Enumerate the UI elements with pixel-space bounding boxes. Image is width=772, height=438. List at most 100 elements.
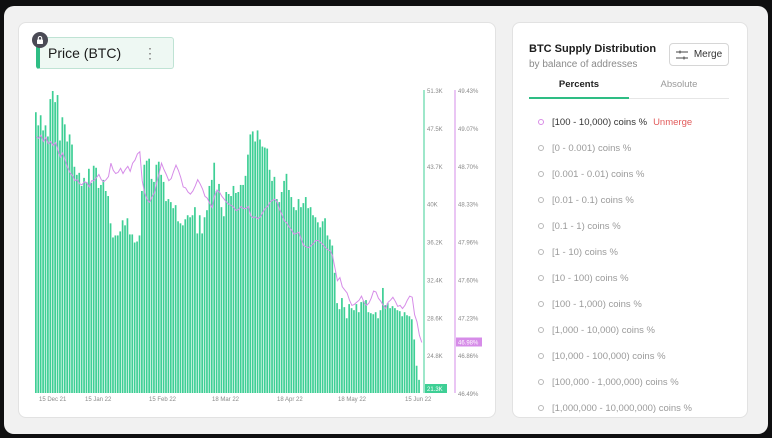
list-item[interactable]: [1 - 10) coins % — [529, 239, 739, 265]
list-item[interactable]: [0.1 - 1) coins % — [529, 213, 739, 239]
list-item-label: [1 - 10) coins % — [552, 246, 618, 258]
price-bar — [56, 95, 59, 394]
list-item[interactable]: [1,000,000 - 10,000,000) coins % — [529, 395, 739, 421]
price-bar — [218, 183, 220, 393]
price-bar — [292, 207, 295, 393]
percent-tick-label: 49.07% — [458, 127, 479, 133]
price-bar — [333, 272, 336, 393]
series-dot-icon — [538, 171, 544, 177]
price-bar — [350, 308, 353, 393]
tab-absolute[interactable]: Absolute — [629, 79, 729, 99]
price-bar — [71, 144, 73, 393]
price-bar — [369, 313, 372, 393]
price-bar — [360, 302, 363, 393]
price-bar — [396, 310, 399, 393]
current-price-label: 21.3K — [427, 387, 443, 393]
price-bar — [169, 202, 172, 393]
series-dot-icon — [538, 301, 544, 307]
price-bar — [336, 303, 338, 393]
price-bar — [295, 210, 297, 393]
percent-tick-label: 46.86% — [458, 354, 479, 360]
price-bar — [321, 221, 324, 393]
price-bar — [410, 319, 413, 393]
price-bar — [179, 223, 182, 393]
list-item[interactable]: [1,000 - 10,000) coins % — [529, 317, 739, 343]
price-bar — [329, 239, 331, 393]
merge-button[interactable]: Merge — [669, 43, 729, 66]
list-item[interactable]: [100,000 - 1,000,000) coins % — [529, 369, 739, 395]
price-bar — [107, 196, 110, 393]
price-bar — [297, 199, 300, 393]
series-dot-icon — [538, 275, 544, 281]
chart-plot: 51.3K 47.5K 43.7K 40K 36.2K 32.4K 28.6K 24.8K 49… — [35, 89, 482, 403]
price-bar — [288, 189, 290, 393]
price-bar — [271, 180, 273, 393]
unmerge-link[interactable]: Unmerge — [653, 116, 693, 128]
price-bar — [136, 241, 138, 393]
price-bar — [59, 140, 61, 393]
price-bar — [80, 185, 83, 393]
price-bar — [88, 168, 90, 393]
panel-title: BTC Supply Distribution — [529, 43, 657, 55]
percent-tick-label: 48.70% — [458, 165, 479, 171]
list-item[interactable]: [100 - 10,000) coins % Unmerge — [529, 109, 739, 135]
current-price-badge — [425, 384, 447, 393]
price-bar — [182, 225, 184, 393]
list-item-label: [0.01 - 0.1) coins % — [552, 194, 634, 206]
list-item[interactable]: [10,000 - 100,000) coins % — [529, 343, 739, 369]
price-bar — [83, 177, 85, 393]
percent-tick-label: 49.43% — [458, 89, 479, 95]
price-bar — [184, 219, 187, 393]
price-bar — [316, 222, 319, 393]
price-bar — [222, 216, 225, 393]
price-tick-label: 40K — [427, 203, 438, 209]
list-item[interactable]: [0.01 - 0.1) coins % — [529, 187, 739, 213]
distribution-list: [100 - 10,000) coins % Unmerge [0 - 0.00… — [529, 109, 739, 421]
price-bar — [227, 194, 230, 393]
tab-percents[interactable]: Percents — [529, 79, 629, 99]
price-bar — [172, 208, 175, 393]
series-dot-icon — [538, 327, 544, 333]
price-bar — [138, 235, 141, 393]
price-bar — [408, 316, 411, 393]
price-bar — [362, 301, 365, 393]
price-bar — [386, 303, 389, 393]
price-bar — [251, 131, 254, 393]
price-bar — [379, 310, 382, 393]
price-bar — [326, 235, 329, 393]
price-bar — [249, 134, 252, 393]
more-options-icon[interactable]: ⋮ — [143, 45, 157, 61]
price-bar — [37, 125, 40, 393]
list-item-label: [100,000 - 1,000,000) coins % — [552, 376, 679, 388]
price-bar — [167, 199, 170, 393]
price-bar — [273, 176, 276, 393]
price-bar — [365, 300, 367, 393]
price-bar — [348, 304, 350, 393]
price-bar — [377, 318, 379, 393]
price-bar — [68, 134, 71, 393]
price-bar — [191, 215, 194, 393]
price-bar — [285, 173, 288, 393]
price-bar — [304, 197, 307, 393]
price-bar — [242, 184, 244, 393]
price-bar — [239, 184, 242, 393]
price-bar — [196, 233, 199, 393]
price-bar — [51, 91, 54, 393]
price-bar — [162, 181, 165, 393]
list-item[interactable]: [0.001 - 0.01) coins % — [529, 161, 739, 187]
price-bar — [259, 139, 261, 393]
price-bar — [112, 237, 114, 393]
list-item-label: [10,000 - 100,000) coins % — [552, 350, 666, 362]
merge-icon — [675, 50, 688, 59]
metric-chip[interactable]: Price (BTC) ⋮ — [36, 37, 174, 69]
price-bar — [174, 205, 177, 393]
price-bar — [114, 235, 117, 393]
price-bar — [300, 207, 302, 393]
price-bar — [357, 312, 360, 393]
price-bar — [131, 234, 134, 393]
price-bar — [78, 172, 81, 393]
price-bar — [49, 99, 52, 393]
list-item[interactable]: [100 - 1,000) coins % — [529, 291, 739, 317]
list-item[interactable]: [0 - 0.001) coins % — [529, 135, 739, 161]
list-item[interactable]: [10 - 100) coins % — [529, 265, 739, 291]
